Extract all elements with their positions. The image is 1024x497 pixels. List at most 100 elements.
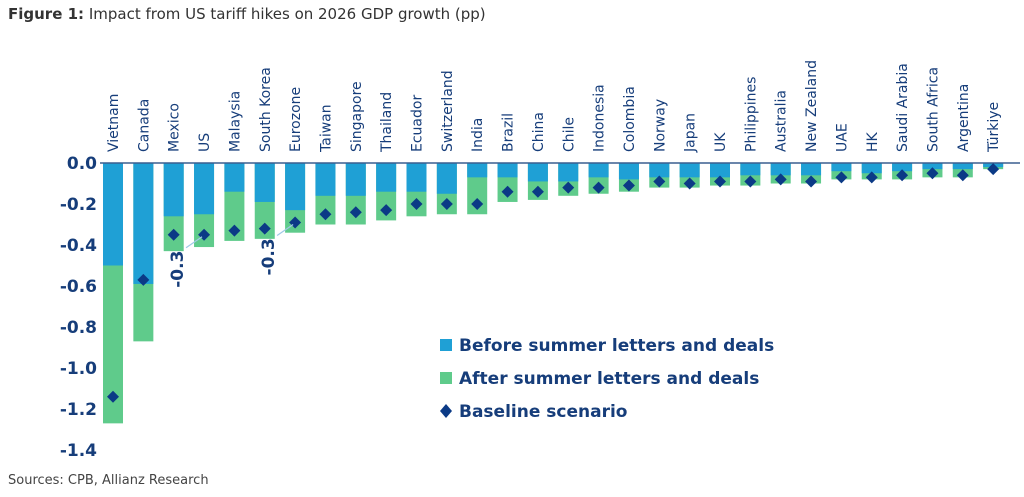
bar-before: [254, 163, 275, 202]
baseline-diamond: [319, 208, 332, 221]
category-label: Argentina: [956, 84, 972, 152]
legend-swatch: [440, 339, 452, 351]
category-label: Mexico: [167, 103, 183, 152]
legend: Before summer letters and deals After sum…: [440, 336, 774, 422]
baseline-diamond: [653, 175, 666, 188]
bar-before: [194, 163, 215, 215]
bar-before: [892, 163, 913, 172]
bar-before: [436, 163, 457, 194]
category-label: Colombia: [622, 86, 638, 152]
y-tick-label: -1.0: [60, 359, 97, 379]
category-label: South Korea: [258, 67, 274, 152]
y-tick-label: -0.8: [60, 318, 97, 338]
bar-before: [497, 163, 518, 178]
bar-before: [224, 163, 245, 192]
bar-before: [527, 163, 548, 182]
baseline-diamond: [258, 222, 271, 235]
y-tick-label: -1.2: [60, 400, 97, 420]
category-label: UAE: [834, 123, 850, 152]
baseline-diamond: [531, 185, 544, 198]
category-label: Vietnam: [106, 94, 122, 152]
bar-before: [588, 163, 609, 178]
baseline-diamond: [592, 181, 605, 194]
baseline-diamond: [835, 171, 848, 184]
category-label: Indonesia: [592, 84, 608, 152]
figure-label: Figure 1:: [8, 5, 85, 23]
category-label: Malaysia: [227, 91, 243, 152]
category-label: Norway: [652, 99, 668, 152]
category-label: Türkiye: [986, 102, 1002, 153]
annotation-label: -0.3: [259, 238, 279, 275]
bar-before: [801, 163, 822, 176]
category-label: HK: [865, 131, 881, 152]
bar-before: [376, 163, 397, 192]
category-label: Brazil: [501, 113, 517, 152]
baseline-diamond: [410, 198, 423, 210]
annotation-label: -0.3: [168, 251, 188, 288]
y-axis: 0.0 -0.2 -0.4 -0.6 -0.8 -1.0 -1.2 -1.4: [60, 154, 97, 461]
category-label: Canada: [136, 99, 152, 152]
baseline-diamond: [107, 390, 119, 403]
baseline-diamond: [137, 273, 150, 286]
bar-before: [861, 163, 882, 174]
legend-label: Baseline scenario: [459, 402, 627, 422]
category-label: Australia: [774, 90, 790, 152]
category-label: India: [470, 118, 486, 152]
baseline-diamond: [987, 163, 1000, 176]
y-tick-label: -0.2: [60, 195, 97, 215]
category-label: Taiwan: [318, 104, 334, 153]
baseline-diamond: [683, 177, 696, 190]
bar-before: [285, 163, 306, 211]
baseline-diamond: [167, 228, 180, 241]
y-tick-label: -0.6: [60, 277, 97, 297]
baseline-markers: [107, 163, 1000, 403]
baseline-diamond: [440, 198, 453, 210]
baseline-diamond: [349, 206, 362, 219]
baseline-diamond: [896, 169, 909, 182]
category-label: South Africa: [925, 67, 941, 152]
legend-diamond: [440, 404, 452, 418]
bar-before: [103, 163, 123, 266]
legend-label: Before summer letters and deals: [459, 336, 774, 356]
bar-before: [770, 163, 791, 176]
y-tick-label: -0.4: [60, 236, 97, 256]
bar-before: [710, 163, 730, 178]
bar-before: [618, 163, 639, 180]
bar-before: [679, 163, 700, 178]
annotations: -0.3 -0.3: [168, 223, 294, 288]
baseline-diamond: [228, 224, 241, 237]
figure-title: Figure 1: Impact from US tariff hikes on…: [8, 5, 486, 23]
baseline-diamond: [805, 175, 818, 188]
baseline-diamond: [714, 175, 726, 188]
bars: [103, 163, 1004, 424]
annotation-leader-line: [185, 236, 203, 249]
category-label: Singapore: [349, 81, 365, 152]
bar-before: [163, 163, 184, 217]
bar-before: [649, 163, 670, 178]
category-label: Japan: [683, 113, 699, 153]
figure-title-text: Impact from US tariff hikes on 2026 GDP …: [88, 5, 486, 23]
bar-before: [345, 163, 366, 196]
category-labels: Vietnam Canada Mexico US Malaysia South Korea…: [106, 60, 1002, 153]
legend-label: After summer letters and deals: [459, 369, 759, 389]
bar-before: [952, 163, 973, 170]
bar-before: [315, 163, 336, 196]
bar-before: [831, 163, 852, 172]
category-label: Philippines: [743, 77, 759, 152]
baseline-diamond: [956, 169, 969, 182]
category-label: Chile: [561, 117, 577, 152]
annotation-leader-line: [276, 223, 294, 236]
bar-before: [406, 163, 427, 192]
y-tick-label: -1.4: [60, 441, 97, 461]
category-label: Thailand: [379, 92, 395, 153]
baseline-diamond: [622, 179, 635, 192]
bar-before: [558, 163, 579, 182]
sources-note: Sources: CPB, Allianz Research: [8, 473, 209, 488]
baseline-diamond: [774, 173, 787, 186]
category-label: Switzerland: [440, 70, 456, 152]
baseline-diamond: [380, 204, 393, 217]
bar-before: [922, 163, 943, 170]
category-label: New Zealand: [804, 60, 820, 152]
baseline-diamond: [744, 175, 757, 188]
